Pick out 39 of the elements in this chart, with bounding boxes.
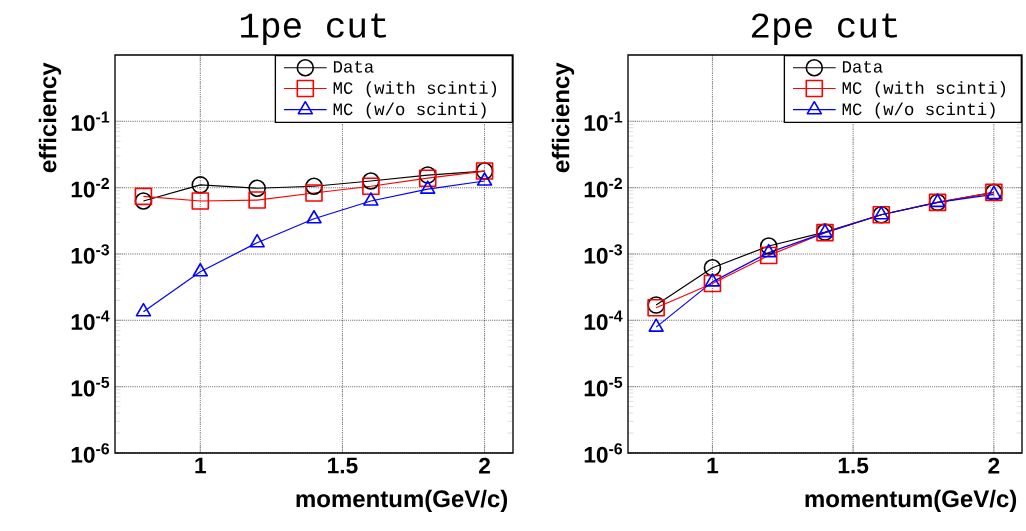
y-axis-title: efficiency bbox=[38, 62, 62, 173]
x-tick-label: 2 bbox=[988, 457, 1000, 474]
legend-label: MC (w/o scinti) bbox=[842, 102, 995, 119]
point bbox=[703, 274, 722, 293]
legend-label: Data bbox=[333, 61, 374, 73]
y-tick-label: 10$^{-4}$ bbox=[71, 310, 110, 331]
y-tick-label: 10$^{-6}$ bbox=[71, 443, 110, 463]
point bbox=[873, 205, 890, 220]
y-tick-label: 10$^{-5}$ bbox=[71, 376, 110, 397]
y-axis-title: efficiency bbox=[551, 62, 575, 173]
x-tick-label: 1 bbox=[195, 457, 206, 474]
x-axis-title: momentum(GeV/c) bbox=[805, 489, 1017, 513]
y-tick-label: 10$^{-4}$ bbox=[584, 310, 623, 331]
y-tick-label: 10$^{-2}$ bbox=[71, 177, 109, 198]
point bbox=[703, 258, 722, 277]
y-tick-label: 10$^{-2}$ bbox=[584, 177, 622, 198]
point bbox=[759, 237, 778, 255]
y-tick-label: 10$^{-6}$ bbox=[584, 443, 623, 463]
y-tick-label: 10$^{-5}$ bbox=[584, 376, 623, 397]
point bbox=[704, 273, 721, 287]
point bbox=[929, 193, 946, 208]
y-tick-label: 10$^{-1}$ bbox=[71, 111, 110, 132]
legend-label: MC (with scinti) bbox=[842, 81, 1006, 98]
y-tick-label: 10$^{-1}$ bbox=[584, 111, 623, 132]
y-tick-label: 10$^{-3}$ bbox=[584, 244, 623, 264]
point bbox=[759, 246, 778, 265]
y-tick-label: 10$^{-3}$ bbox=[71, 244, 110, 264]
x-tick-label: 1.5 bbox=[838, 457, 869, 474]
legend-label: MC (w/o scinti) bbox=[333, 102, 486, 119]
point bbox=[648, 318, 664, 332]
x-axis-title: momentum(GeV/c) bbox=[296, 489, 508, 513]
x-tick-label: 1.5 bbox=[328, 457, 358, 474]
x-tick-label: 2 bbox=[479, 457, 490, 474]
point bbox=[760, 243, 777, 258]
chart-title: 2pe cut bbox=[751, 13, 897, 45]
chart-title: 1pe cut bbox=[240, 13, 386, 45]
x-tick-label: 1 bbox=[707, 457, 719, 474]
legend-label: MC (with scinti) bbox=[333, 81, 497, 98]
legend-label: Data bbox=[842, 61, 883, 73]
